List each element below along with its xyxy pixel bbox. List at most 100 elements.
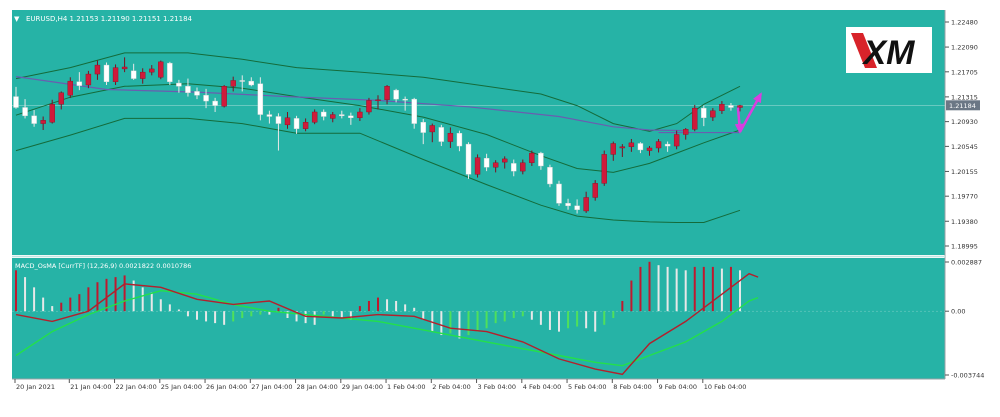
bullish-candle-body (529, 152, 535, 163)
indicator-axis: 0.002887 0.00 -0.003744 (12, 255, 984, 380)
bearish-candle-body (248, 80, 255, 86)
bullish-candle-body (149, 68, 155, 73)
bearish-candle-body (13, 96, 19, 108)
bullish-candle-body (619, 146, 626, 149)
bearish-candle-body (185, 86, 191, 93)
forecast-down-arrowhead (734, 123, 744, 134)
bullish-candle-body (520, 162, 526, 172)
bearish-candle-body (103, 64, 110, 82)
time-tick-label: 22 Jan 04:00 (116, 383, 157, 391)
moving-average (15, 76, 740, 134)
bullish-candle-body (357, 111, 363, 118)
bullish-candle-body (284, 117, 291, 126)
macd-histogram (12, 261, 945, 339)
bearish-candle-body (456, 132, 463, 147)
bearish-candle-body (393, 89, 399, 100)
bearish-candle-body (293, 118, 300, 129)
bullish-candle-body (492, 162, 499, 168)
bullish-candle-body (139, 71, 146, 79)
xm-logo: XM (846, 27, 932, 73)
bearish-candle-body (257, 83, 264, 115)
time-tick-label: 20 Jan 2021 (16, 383, 55, 391)
bearish-candle-body (420, 122, 426, 133)
bullish-candle-body (710, 110, 716, 118)
logo-text: XM (862, 34, 916, 72)
bearish-candle-body (438, 127, 445, 142)
purple-moving-average-line (15, 76, 686, 132)
indicator-label: MACD_OsMA [CurrTF] (12,26,9) 0.0021822 0… (15, 262, 191, 270)
bullish-candle-body (94, 64, 101, 75)
price-tick-label: 1.20930 (951, 118, 978, 126)
bearish-candle-body (565, 203, 571, 207)
bearish-candle-body (31, 115, 37, 124)
price-tick-label: 1.19380 (951, 218, 978, 226)
bearish-candle-body (574, 205, 580, 210)
bullish-candle-body (67, 80, 74, 96)
bearish-candle-body (538, 152, 544, 167)
bullish-candle-body (719, 104, 725, 111)
time-tick-label: 3 Feb 04:00 (478, 383, 517, 391)
time-tick-label: 25 Jan 04:00 (161, 383, 202, 391)
bearish-candle-body (194, 91, 200, 96)
bearish-candle-body (321, 111, 327, 117)
time-tick-label: 21 Jan 04:00 (70, 383, 111, 391)
bollinger-bands (15, 52, 741, 223)
time-tick-label: 29 Jan 04:00 (342, 383, 383, 391)
bullish-candle-body (158, 61, 164, 78)
bullish-candle-body (85, 73, 92, 86)
price-tick-label: 1.22090 (951, 44, 978, 52)
bearish-candle-body (547, 167, 553, 185)
bearish-candle-body (339, 114, 345, 117)
bullish-candle-body (58, 92, 64, 105)
time-tick-label: 2 Feb 04:00 (432, 383, 471, 391)
forecast-arrow (734, 92, 762, 134)
bullish-candle-body (366, 100, 372, 113)
bullish-candle-body (221, 86, 227, 107)
time-tick-label: 9 Feb 04:00 (659, 383, 698, 391)
forecast-arrowhead (753, 92, 762, 104)
bearish-candle-body (275, 116, 282, 124)
bullish-candle-body (311, 111, 318, 123)
price-tick-label: 1.20155 (951, 168, 978, 176)
bullish-candle-body (112, 67, 119, 82)
indicator-tick-label: 0.00 (951, 308, 965, 316)
price-tick-label: 1.21315 (951, 93, 978, 101)
time-tick-label: 5 Feb 04:00 (568, 383, 607, 391)
bullish-candle-body (592, 183, 598, 198)
bullish-candle-body (330, 114, 336, 119)
bullish-candle-body (610, 143, 616, 155)
candlesticks (13, 57, 743, 214)
bullish-candle-body (737, 105, 743, 108)
bullish-candle-body (121, 66, 128, 70)
bearish-candle-body (239, 80, 245, 82)
bearish-candle-body (465, 143, 472, 175)
bearish-candle-body (637, 143, 644, 151)
bullish-candle-body (49, 104, 55, 123)
macd-line (15, 272, 759, 376)
price-tick-label: 1.21705 (951, 68, 978, 76)
indicator-tick-label: 0.002887 (951, 259, 982, 267)
bearish-candle-body (402, 98, 408, 101)
bullish-candle-body (683, 129, 689, 135)
bearish-candle-body (664, 143, 671, 147)
dropdown-triangle-icon[interactable]: ▼ (14, 15, 20, 23)
bullish-candle-body (302, 122, 309, 129)
bullish-candle-body (502, 158, 508, 163)
bearish-candle-body (176, 82, 182, 87)
time-tick-label: 26 Jan 04:00 (206, 383, 247, 391)
bearish-candle-body (411, 98, 417, 124)
bollinger-lower-line (15, 117, 741, 223)
bearish-candle-body (701, 107, 707, 118)
price-tick-label: 1.19770 (951, 193, 978, 201)
time-tick-label: 10 Feb 04:00 (704, 383, 747, 391)
bearish-candle-body (348, 115, 354, 118)
time-tick-label: 8 Feb 04:00 (613, 383, 652, 391)
time-axis: 20 Jan 2021 21 Jan 04:00 22 Jan 04:00 25 Ja… (12, 378, 945, 391)
bearish-candle-body (483, 158, 490, 168)
time-tick-label: 4 Feb 04:00 (523, 383, 562, 391)
price-tick-label: 1.18995 (951, 243, 978, 251)
current-price-label: 1.21184 (949, 102, 976, 110)
price-tick-label: 1.20545 (951, 143, 978, 151)
